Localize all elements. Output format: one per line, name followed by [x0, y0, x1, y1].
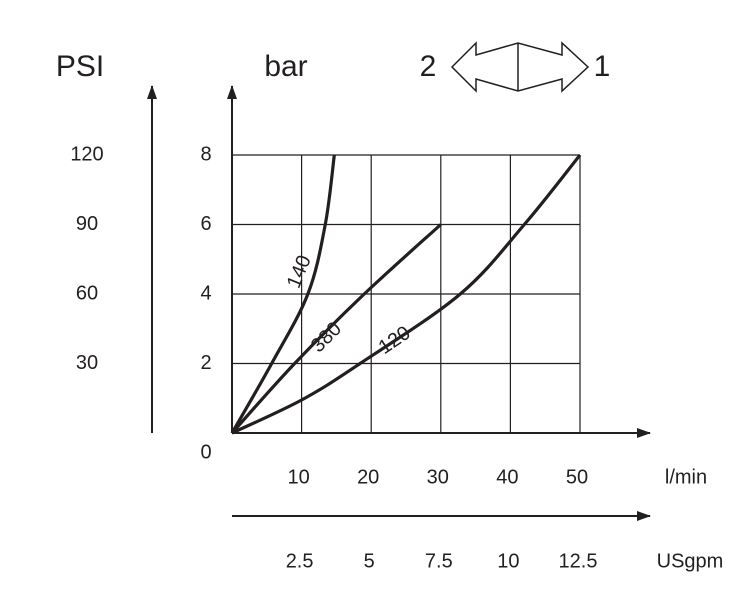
x2-axis-label: USgpm: [657, 550, 724, 572]
x-tick-label: 40: [496, 466, 518, 488]
x2-tick-label: 5: [364, 550, 375, 572]
y-tick-label: 6: [200, 213, 211, 235]
curve-label: 120: [375, 322, 415, 359]
flow-to-label: 1: [594, 50, 611, 83]
x-tick-label: 30: [427, 466, 449, 488]
x-axis-label: l/min: [665, 466, 707, 488]
curve: [231, 153, 582, 435]
curve-label: 380: [307, 318, 346, 357]
y2-tick-label: 60: [76, 282, 98, 304]
y-tick-label: 8: [200, 143, 211, 165]
flow-from-label: 2: [420, 50, 437, 83]
x2-tick-label: 2.5: [286, 550, 314, 572]
flow-arrow: [450, 41, 590, 93]
y2-tick-label: 90: [76, 213, 98, 235]
x2-tick-label: 7.5: [425, 550, 453, 572]
y2-tick-label: 30: [76, 352, 98, 374]
x2-tick-label: 10: [497, 550, 519, 572]
x2-tick-label: 12.5: [559, 550, 598, 572]
y-tick-label: 0: [200, 441, 211, 463]
curve: [230, 223, 442, 435]
x-tick-label: 10: [287, 466, 309, 488]
curve: [230, 154, 336, 434]
x-tick-label: 20: [357, 466, 379, 488]
y-tick-label: 2: [200, 352, 211, 374]
y-tick-label: 4: [200, 282, 211, 304]
y-axis-label: bar: [264, 50, 307, 83]
y2-tick-label: 120: [70, 143, 103, 165]
x-tick-label: 50: [566, 466, 588, 488]
y2-axis-label: PSI: [56, 50, 104, 83]
